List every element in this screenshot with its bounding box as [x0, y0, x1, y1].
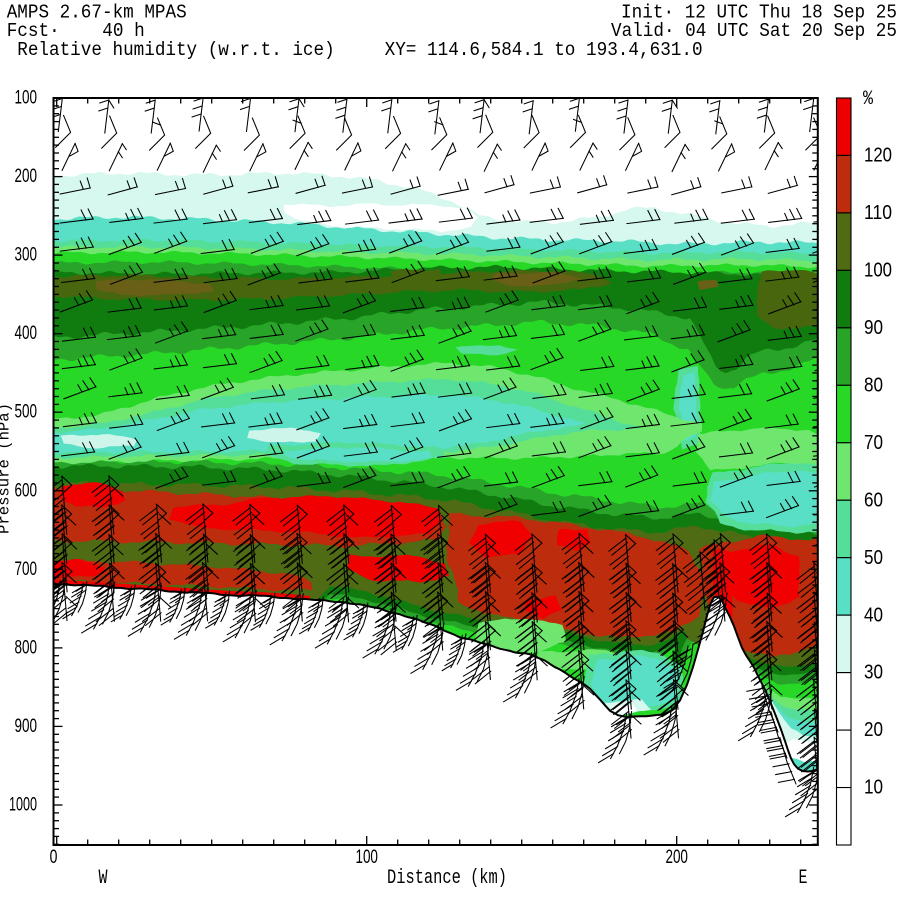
svg-text:%: % — [863, 88, 874, 111]
svg-text:400: 400 — [15, 322, 38, 344]
svg-text:100: 100 — [864, 259, 892, 281]
svg-text:500: 500 — [15, 401, 38, 423]
svg-text:900: 900 — [15, 715, 38, 737]
svg-text:110: 110 — [864, 202, 892, 224]
svg-text:600: 600 — [15, 479, 38, 501]
svg-text:100: 100 — [15, 87, 38, 109]
svg-text:90: 90 — [864, 317, 883, 339]
svg-text:200: 200 — [665, 846, 688, 868]
svg-text:1000: 1000 — [9, 794, 37, 816]
svg-text:40: 40 — [864, 604, 883, 626]
svg-text:300: 300 — [15, 244, 38, 266]
svg-text:Relative humidity (w.r.t. ice): Relative humidity (w.r.t. ice) — [7, 39, 335, 61]
svg-text:50: 50 — [864, 547, 883, 569]
svg-text:200: 200 — [15, 165, 38, 187]
svg-text:120: 120 — [864, 145, 892, 167]
svg-text:AMPS 2.67-km MPAS: AMPS 2.67-km MPAS — [7, 2, 187, 24]
svg-text:20: 20 — [864, 719, 883, 741]
svg-text:E: E — [799, 867, 808, 890]
svg-text:60: 60 — [864, 489, 883, 511]
svg-text:Pressure (hPa): Pressure (hPa) — [0, 403, 14, 534]
svg-text:70: 70 — [864, 432, 883, 454]
svg-text:0: 0 — [50, 846, 58, 868]
svg-text:Fcst· 40 h: Fcst· 40 h — [7, 20, 145, 42]
svg-text:W: W — [99, 867, 108, 890]
svg-text:Distance (km): Distance (km) — [387, 867, 507, 890]
svg-text:Valid· 04 UTC Sat 20 Sep 25: Valid· 04 UTC Sat 20 Sep 25 — [611, 20, 897, 42]
svg-text:XY= 114.6,584.1 to 193.4,631.0: XY= 114.6,584.1 to 193.4,631.0 — [385, 39, 703, 61]
svg-text:Init· 12 UTC Thu 18 Sep 25: Init· 12 UTC Thu 18 Sep 25 — [621, 2, 897, 24]
svg-text:10: 10 — [864, 777, 883, 799]
svg-text:100: 100 — [355, 846, 378, 868]
svg-text:30: 30 — [864, 662, 883, 684]
svg-text:80: 80 — [864, 374, 883, 396]
svg-text:800: 800 — [15, 636, 38, 658]
svg-text:700: 700 — [15, 558, 38, 580]
